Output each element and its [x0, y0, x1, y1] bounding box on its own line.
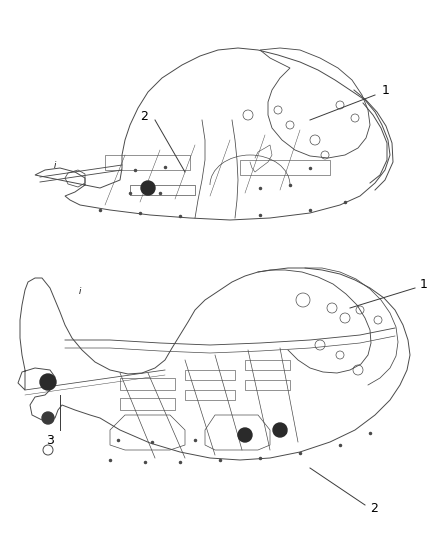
Text: i: i: [79, 287, 81, 296]
Circle shape: [272, 423, 286, 437]
Text: 1: 1: [381, 85, 389, 98]
Circle shape: [42, 412, 54, 424]
Text: i: i: [54, 160, 56, 169]
Circle shape: [237, 428, 251, 442]
Text: 3: 3: [46, 433, 54, 447]
Text: 2: 2: [369, 502, 377, 514]
Text: 2: 2: [140, 110, 148, 124]
Text: 1: 1: [419, 279, 427, 292]
Circle shape: [141, 181, 155, 195]
Circle shape: [40, 374, 56, 390]
